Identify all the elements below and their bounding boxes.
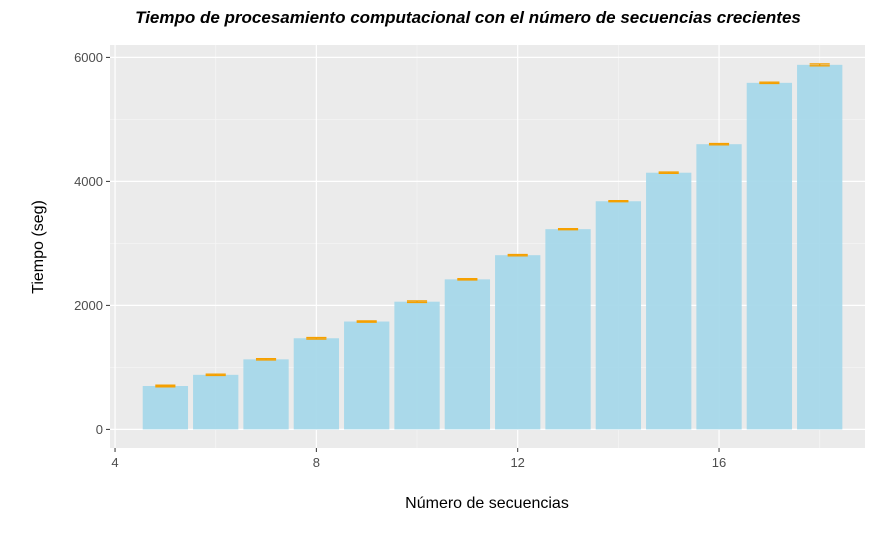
x-tick-label: 16 <box>712 455 726 470</box>
error-bar <box>406 300 428 304</box>
bar <box>394 301 440 430</box>
y-tick-label: 6000 <box>74 50 103 65</box>
error-bar <box>255 358 277 361</box>
bar <box>193 374 239 430</box>
error-bar <box>457 278 478 281</box>
bar <box>595 201 642 430</box>
x-axis-title: Número de secuencias <box>405 495 569 512</box>
bar <box>444 279 491 430</box>
bar <box>545 229 591 430</box>
bars <box>142 64 843 430</box>
x-tick-label: 8 <box>313 455 320 470</box>
bar <box>646 172 692 430</box>
error-bar <box>306 336 327 340</box>
bar <box>142 386 189 430</box>
bar <box>344 321 390 430</box>
error-bar <box>708 142 730 146</box>
bar <box>696 144 742 430</box>
error-bar <box>759 81 780 85</box>
y-axis: 0 2000 4000 6000 <box>74 50 110 437</box>
y-tick-label: 0 <box>96 422 103 437</box>
error-bar <box>356 320 377 323</box>
error-bar <box>155 384 176 388</box>
error-bar <box>205 373 226 377</box>
x-axis: 4 8 12 16 <box>111 448 726 470</box>
error-bar <box>658 171 679 175</box>
error-bar <box>809 63 830 67</box>
x-tick-label: 12 <box>510 455 524 470</box>
error-bar <box>608 200 629 203</box>
y-tick-label: 4000 <box>74 174 103 189</box>
chart-title: Tiempo de procesamiento computacional co… <box>135 8 801 27</box>
bar <box>243 359 289 430</box>
bar <box>746 82 793 430</box>
x-tick-label: 4 <box>111 455 118 470</box>
y-axis-title: Tiempo (seg) <box>30 200 47 294</box>
bar <box>797 64 843 430</box>
error-bar <box>507 253 528 257</box>
error-bar <box>557 227 579 231</box>
bar <box>495 255 541 430</box>
bar <box>293 338 340 430</box>
error-bars <box>155 63 830 388</box>
y-tick-label: 2000 <box>74 298 103 313</box>
